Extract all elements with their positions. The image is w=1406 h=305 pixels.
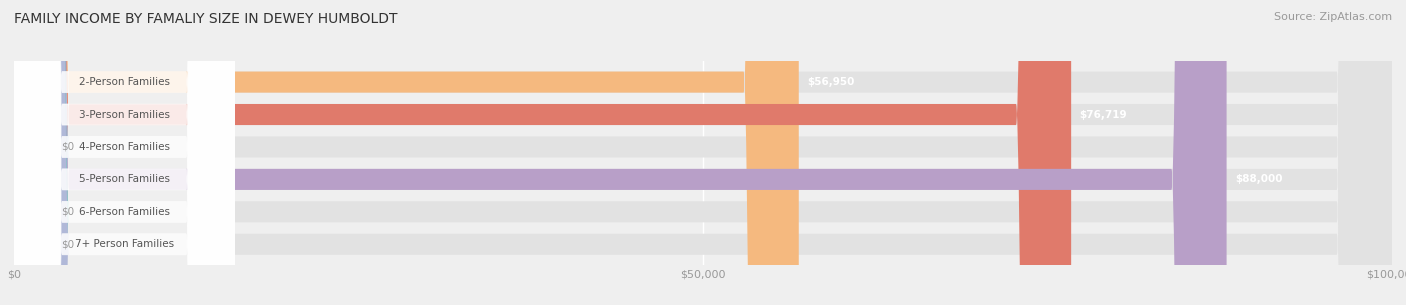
Text: $76,719: $76,719 (1080, 109, 1128, 120)
FancyBboxPatch shape (14, 0, 1392, 305)
FancyBboxPatch shape (14, 0, 1226, 305)
Text: FAMILY INCOME BY FAMALIY SIZE IN DEWEY HUMBOLDT: FAMILY INCOME BY FAMALIY SIZE IN DEWEY H… (14, 12, 398, 26)
Text: $0: $0 (60, 239, 75, 249)
Text: 2-Person Families: 2-Person Families (79, 77, 170, 87)
Text: 6-Person Families: 6-Person Families (79, 207, 170, 217)
FancyBboxPatch shape (14, 0, 235, 305)
FancyBboxPatch shape (0, 0, 69, 305)
FancyBboxPatch shape (14, 0, 1392, 305)
FancyBboxPatch shape (14, 0, 1392, 305)
FancyBboxPatch shape (14, 0, 1071, 305)
FancyBboxPatch shape (0, 0, 69, 305)
FancyBboxPatch shape (14, 0, 235, 305)
FancyBboxPatch shape (14, 0, 235, 305)
FancyBboxPatch shape (14, 0, 235, 305)
Text: Source: ZipAtlas.com: Source: ZipAtlas.com (1274, 12, 1392, 22)
FancyBboxPatch shape (14, 0, 235, 305)
Text: 4-Person Families: 4-Person Families (79, 142, 170, 152)
FancyBboxPatch shape (14, 0, 799, 305)
Text: $0: $0 (60, 207, 75, 217)
Text: 3-Person Families: 3-Person Families (79, 109, 170, 120)
FancyBboxPatch shape (14, 0, 1392, 305)
Text: $0: $0 (60, 142, 75, 152)
Text: 5-Person Families: 5-Person Families (79, 174, 170, 185)
Text: $88,000: $88,000 (1234, 174, 1282, 185)
FancyBboxPatch shape (14, 0, 1392, 305)
Text: 7+ Person Families: 7+ Person Families (75, 239, 174, 249)
Text: $56,950: $56,950 (807, 77, 855, 87)
FancyBboxPatch shape (0, 0, 69, 305)
FancyBboxPatch shape (14, 0, 235, 305)
FancyBboxPatch shape (14, 0, 1392, 305)
